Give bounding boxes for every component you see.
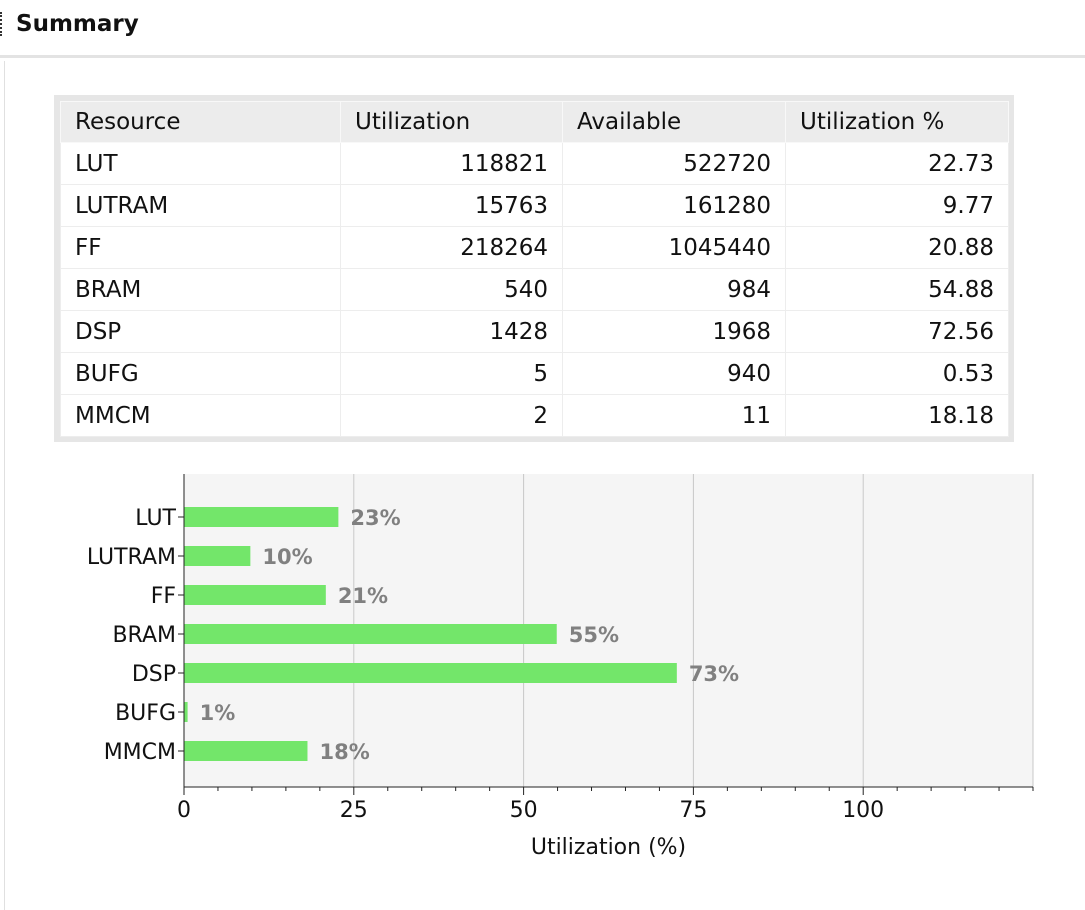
x-tick-label: 25 bbox=[340, 798, 368, 823]
table-row[interactable]: BUFG 5 940 0.53 bbox=[60, 352, 1009, 395]
data-label: 23% bbox=[350, 506, 400, 530]
table-row[interactable]: FF 218264 1045440 20.88 bbox=[60, 226, 1009, 269]
bar bbox=[184, 741, 308, 761]
cell-resource: BUFG bbox=[60, 352, 341, 395]
cell-percent: 22.73 bbox=[785, 142, 1009, 185]
utilization-bar-chart: LUT 23% LUTRAM 10% FF 21% BRAM 55% DSP 73% BUFG 1% M… bbox=[87, 474, 1034, 860]
cell-utilization: 15763 bbox=[340, 184, 563, 227]
bar bbox=[184, 507, 339, 527]
cell-utilization: 1428 bbox=[340, 310, 563, 353]
panel-header: Summary bbox=[0, 0, 1085, 58]
column-header-utilization[interactable]: Utilization bbox=[340, 101, 563, 143]
table-row[interactable]: LUTRAM 15763 161280 9.77 bbox=[60, 184, 1009, 227]
cell-available: 1045440 bbox=[562, 226, 786, 269]
panel-title: Summary bbox=[16, 11, 139, 37]
x-tick-label: 100 bbox=[842, 798, 884, 823]
data-label: 10% bbox=[262, 545, 312, 569]
data-label: 18% bbox=[319, 740, 369, 764]
table-row[interactable]: BRAM 540 984 54.88 bbox=[60, 268, 1009, 311]
cell-available: 984 bbox=[562, 268, 786, 311]
cell-resource: LUT bbox=[60, 142, 341, 185]
cell-resource: DSP bbox=[60, 310, 341, 353]
cell-utilization: 218264 bbox=[340, 226, 563, 269]
x-axis-label: Utilization (%) bbox=[531, 835, 686, 860]
category-label: BRAM bbox=[112, 623, 176, 648]
data-label: 1% bbox=[200, 701, 236, 725]
cell-percent: 20.88 bbox=[785, 226, 1009, 269]
cell-available: 940 bbox=[562, 352, 786, 395]
category-label: LUTRAM bbox=[87, 545, 176, 570]
cell-available: 11 bbox=[562, 394, 786, 437]
data-label: 55% bbox=[569, 623, 619, 647]
bar bbox=[184, 702, 188, 722]
x-tick-label: 75 bbox=[679, 798, 707, 823]
column-header-available[interactable]: Available bbox=[562, 101, 786, 143]
panel-left-border bbox=[4, 61, 5, 910]
category-label: MMCM bbox=[104, 740, 176, 765]
category-label: DSP bbox=[132, 662, 176, 687]
x-tick-label: 50 bbox=[510, 798, 538, 823]
category-label: BUFG bbox=[115, 701, 176, 726]
cell-percent: 72.56 bbox=[785, 310, 1009, 353]
cell-utilization: 2 bbox=[340, 394, 563, 437]
category-label: FF bbox=[151, 584, 176, 609]
cell-available: 1968 bbox=[562, 310, 786, 353]
table-header-row: Resource Utilization Available Utilizati… bbox=[60, 101, 1009, 143]
cell-utilization: 5 bbox=[340, 352, 563, 395]
x-tick-label: 0 bbox=[177, 798, 191, 823]
bar bbox=[184, 585, 326, 605]
cell-available: 522720 bbox=[562, 142, 786, 185]
cell-percent: 54.88 bbox=[785, 268, 1009, 311]
panel-edge-grip[interactable] bbox=[0, 12, 3, 36]
cell-percent: 9.77 bbox=[785, 184, 1009, 227]
table-row[interactable]: DSP 1428 1968 72.56 bbox=[60, 310, 1009, 353]
cell-utilization: 540 bbox=[340, 268, 563, 311]
table-row[interactable]: LUT 118821 522720 22.73 bbox=[60, 142, 1009, 185]
cell-percent: 0.53 bbox=[785, 352, 1009, 395]
column-header-utilization-percent[interactable]: Utilization % bbox=[785, 101, 1009, 143]
column-header-resource[interactable]: Resource bbox=[60, 101, 341, 143]
table-row[interactable]: MMCM 2 11 18.18 bbox=[60, 394, 1009, 437]
cell-available: 161280 bbox=[562, 184, 786, 227]
cell-percent: 18.18 bbox=[785, 394, 1009, 437]
bar bbox=[184, 624, 557, 644]
data-label: 21% bbox=[338, 584, 388, 608]
cell-utilization: 118821 bbox=[340, 142, 563, 185]
cell-resource: FF bbox=[60, 226, 341, 269]
category-label: LUT bbox=[135, 506, 176, 531]
bar bbox=[184, 546, 251, 566]
cell-resource: MMCM bbox=[60, 394, 341, 437]
data-label: 73% bbox=[689, 662, 739, 686]
utilization-chart: LUT 23% LUTRAM 10% FF 21% BRAM 55% DSP 73% BUFG 1% M… bbox=[0, 460, 1085, 880]
bar bbox=[184, 663, 677, 683]
cell-resource: LUTRAM bbox=[60, 184, 341, 227]
cell-resource: BRAM bbox=[60, 268, 341, 311]
utilization-table-frame: Resource Utilization Available Utilizati… bbox=[54, 95, 1014, 442]
utilization-table: Resource Utilization Available Utilizati… bbox=[60, 101, 1009, 437]
